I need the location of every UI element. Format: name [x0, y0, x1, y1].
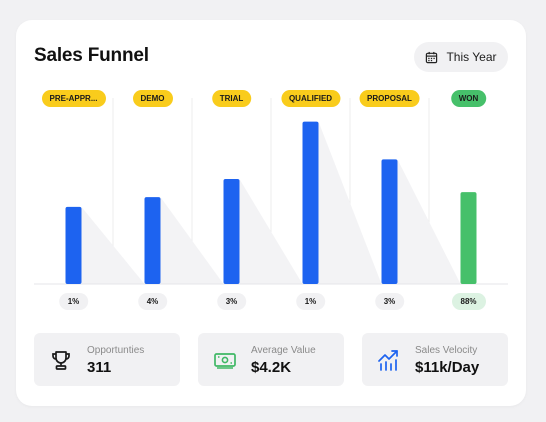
funnel-bar[interactable] [223, 179, 240, 284]
stat-label: Opportunties [87, 345, 145, 356]
funnel-bar[interactable] [144, 197, 161, 284]
trend-up-icon [378, 350, 398, 371]
stage-label: DEMO [132, 90, 173, 107]
funnel-shade [397, 159, 461, 284]
calendar-icon [426, 51, 438, 63]
date-range-button[interactable]: This Year [414, 42, 508, 72]
stage-label: PROPOSAL [359, 90, 420, 107]
conversion-rate-pill: 1% [295, 293, 326, 310]
date-range-label: This Year [446, 50, 497, 64]
stage-label: TRIAL [211, 90, 252, 107]
funnel-shade [239, 179, 303, 284]
stat-value: 311 [87, 359, 112, 376]
conversion-rate-pill: 1% [58, 293, 89, 310]
conversion-rate-pill: 4% [137, 293, 168, 310]
funnel-shade [318, 121, 382, 284]
stage-label: QUALIFIED [280, 90, 341, 107]
stat-opportunities: Opportunties 311 [34, 333, 180, 386]
card-title: Sales Funnel [34, 45, 149, 66]
stat-value: $11k/Day [415, 359, 480, 376]
stat-value: $4.2K [251, 359, 292, 376]
conversion-rate-pill: 3% [374, 293, 405, 310]
stage-label: WON [450, 90, 487, 107]
conversion-rate-pill: 3% [216, 293, 247, 310]
stat-average-value: Average Value $4.2K [198, 333, 344, 386]
funnel-chart [34, 98, 508, 285]
funnel-bar[interactable] [460, 192, 477, 284]
funnel-bar[interactable] [65, 206, 82, 284]
conversion-rate-pill: 88% [451, 293, 486, 310]
stat-sales-velocity: Sales Velocity $11k/Day [362, 333, 508, 386]
stat-label: Sales Velocity [415, 345, 478, 356]
stat-label: Average Value [251, 345, 316, 356]
trophy-icon [52, 351, 70, 370]
funnel-bar[interactable] [302, 121, 319, 284]
funnel-bar[interactable] [381, 159, 398, 284]
stage-label: PRE-APPR... [41, 90, 106, 107]
sales-funnel-card: Sales Funnel This Year PRE-APPR... 1% DEMO… [16, 20, 526, 406]
cash-icon [214, 353, 236, 369]
funnel-shade [81, 206, 145, 284]
